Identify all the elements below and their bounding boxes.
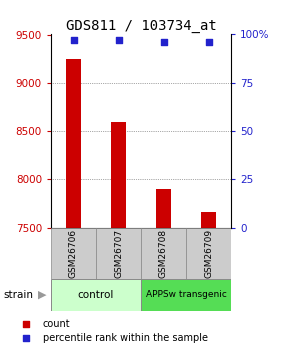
Bar: [201, 212, 216, 228]
Bar: [111, 122, 126, 228]
Bar: [51, 279, 141, 311]
Point: [24, 321, 28, 327]
Text: GSM26706: GSM26706: [69, 229, 78, 278]
Point: [116, 38, 121, 43]
Text: control: control: [78, 290, 114, 300]
Point: [71, 38, 76, 43]
Text: GSM26708: GSM26708: [159, 229, 168, 278]
Title: GDS811 / 103734_at: GDS811 / 103734_at: [66, 19, 216, 33]
Point: [206, 39, 211, 45]
Bar: [141, 279, 231, 311]
Text: GSM26709: GSM26709: [204, 229, 213, 278]
Text: percentile rank within the sample: percentile rank within the sample: [43, 333, 208, 343]
Text: count: count: [43, 319, 70, 329]
Bar: [66, 59, 81, 228]
Text: APPSw transgenic: APPSw transgenic: [146, 290, 226, 299]
Text: ▶: ▶: [38, 290, 46, 300]
Text: strain: strain: [3, 290, 33, 300]
Point: [161, 39, 166, 45]
Bar: [156, 189, 171, 228]
Bar: [141, 228, 186, 279]
Point: [24, 335, 28, 341]
Bar: [186, 228, 231, 279]
Text: GSM26707: GSM26707: [114, 229, 123, 278]
Bar: [96, 228, 141, 279]
Bar: [51, 228, 96, 279]
